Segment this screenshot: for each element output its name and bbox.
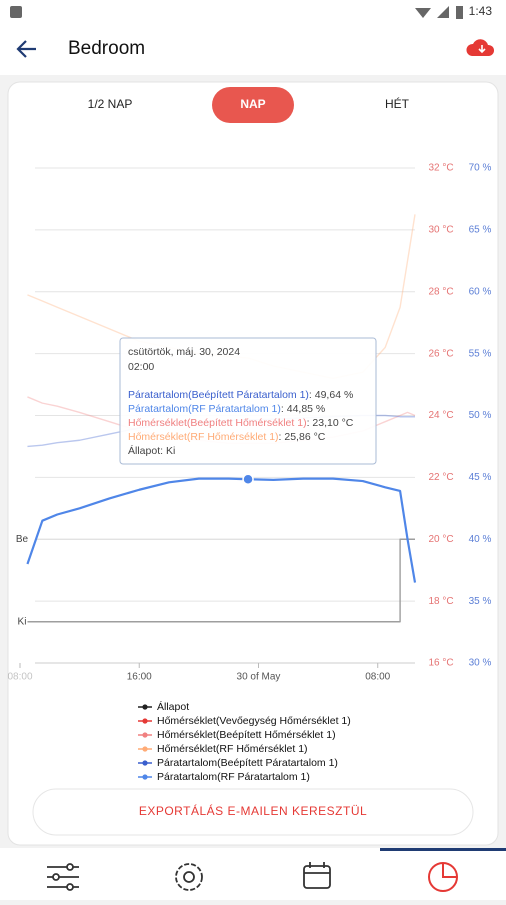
- tooltip-line: Páratartalom(RF Páratartalom 1): 44,85 %: [128, 403, 325, 415]
- y2-tick-label: 70 %: [469, 163, 492, 174]
- legend-marker: [142, 760, 148, 766]
- battery-icon: [456, 6, 463, 19]
- y-tick-label: 22 °C: [428, 472, 453, 483]
- screen-title: Bedroom: [68, 38, 145, 59]
- tooltip-value: : 44,85 %: [281, 403, 325, 415]
- x-tick-label: 08:00: [365, 672, 390, 683]
- tooltip-time: 02:00: [128, 361, 154, 373]
- tab[interactable]: HÉT: [385, 96, 410, 111]
- legend-marker: [142, 746, 148, 752]
- tab[interactable]: NAP: [240, 97, 265, 111]
- state-tick-label: Ki: [18, 616, 27, 627]
- tooltip-value: : 23,10 °C: [307, 417, 354, 429]
- nav-charts[interactable]: [428, 862, 458, 892]
- notification-icon: [10, 6, 22, 18]
- tab-active-pill: [212, 87, 294, 123]
- x-tick-label: 30 of May: [237, 672, 281, 683]
- bottom-nav: [0, 848, 506, 900]
- signal-icon: [437, 6, 449, 18]
- tooltip-label: Hőmérséklet(RF Hőmérséklet 1): [128, 431, 279, 443]
- x-tick-label: 16:00: [127, 672, 152, 683]
- chart: 16 °C 18 °C 20 °C 22 °C 24 °C 26 °C 28 °C 30 °C…: [7, 163, 491, 683]
- y-tick-label: 24 °C: [428, 410, 453, 421]
- legend-marker: [142, 704, 148, 710]
- legend-marker: [142, 718, 148, 724]
- highlight-point: [242, 473, 254, 485]
- y2-tick-label: 35 %: [469, 596, 492, 607]
- export-button-label: EXPORTÁLÁS E-MAILEN KERESZTÜL: [139, 803, 367, 818]
- tooltip-label: Hőmérséklet(Beépített Hőmérséklet 1): [128, 417, 307, 429]
- back-button[interactable]: [16, 40, 36, 58]
- clock: 1:43: [469, 4, 493, 18]
- legend-label: Páratartalom(Beépített Páratartalom 1): [157, 757, 338, 769]
- legend-marker: [142, 774, 148, 780]
- legend-label: Állapot: [157, 700, 189, 713]
- tooltip-value: : 25,86 °C: [279, 431, 326, 443]
- x-tick-label: 08:00: [7, 672, 32, 683]
- y-tick-label: 28 °C: [428, 286, 453, 297]
- wifi-icon: [415, 8, 431, 18]
- tooltip-label: Páratartalom(RF Páratartalom 1): [128, 403, 281, 415]
- tooltip-date: csütörtök, máj. 30, 2024: [128, 346, 240, 358]
- tabs: 1/2 NAP NAP HÉT: [88, 87, 410, 123]
- tooltip-label: Állapot: [128, 444, 160, 457]
- legend-label: Hőmérséklet(Vevőegység Hőmérséklet 1): [157, 715, 351, 727]
- y-tick-label: 16 °C: [428, 658, 453, 669]
- y2-tick-label: 55 %: [469, 348, 492, 359]
- tab[interactable]: 1/2 NAP: [88, 97, 133, 111]
- y2-tick-label: 45 %: [469, 472, 492, 483]
- y-tick-label: 26 °C: [428, 348, 453, 359]
- tooltip-line: Hőmérséklet(RF Hőmérséklet 1): 25,86 °C: [128, 431, 326, 443]
- series-line: [26, 477, 417, 583]
- nav-active-indicator: [380, 848, 506, 851]
- state-tick-label: Be: [16, 534, 29, 545]
- tooltip-line: Páratartalom(Beépített Páratartalom 1): …: [128, 389, 353, 401]
- app-bar: [0, 25, 506, 75]
- y2-tick-label: 50 %: [469, 410, 492, 421]
- legend-marker: [142, 732, 148, 738]
- nav-settings[interactable]: [175, 863, 203, 891]
- y2-tick-label: 30 %: [469, 658, 492, 669]
- cloud-arrow: [478, 45, 486, 54]
- tooltip-value: : 49,64 %: [309, 389, 353, 401]
- y-tick-label: 18 °C: [428, 596, 453, 607]
- export-button[interactable]: [32, 788, 474, 836]
- cloud-download-button[interactable]: [466, 39, 495, 56]
- status-bar: [0, 0, 506, 25]
- y2-tick-label: 60 %: [469, 286, 492, 297]
- y-tick-label: 20 °C: [428, 534, 453, 545]
- tooltip-box: [119, 337, 377, 465]
- tooltip-value: : Ki: [160, 445, 175, 457]
- y-tick-label: 32 °C: [428, 163, 453, 174]
- tooltip-line: Hőmérséklet(Beépített Hőmérséklet 1): 23…: [128, 417, 354, 429]
- y2-tick-label: 65 %: [469, 225, 492, 236]
- legend: Állapot Hőmérséklet(Vevőegység Hőmérsékle…: [138, 700, 351, 783]
- tooltip-line: Állapot: Ki: [128, 444, 175, 457]
- y2-tick-label: 40 %: [469, 534, 492, 545]
- nav-filters[interactable]: [47, 863, 79, 891]
- legend-label: Hőmérséklet(RF Hőmérséklet 1): [157, 743, 308, 755]
- legend-label: Hőmérséklet(Beépített Hőmérséklet 1): [157, 729, 336, 741]
- legend-label: Páratartalom(RF Páratartalom 1): [157, 771, 310, 783]
- y-tick-label: 30 °C: [428, 225, 453, 236]
- tooltip: csütörtök, máj. 30, 2024 02:00 Páratartalo…: [119, 337, 377, 485]
- nav-calendar[interactable]: [303, 862, 331, 889]
- series-line: [27, 538, 415, 623]
- tooltip-label: Páratartalom(Beépített Páratartalom 1): [128, 389, 309, 401]
